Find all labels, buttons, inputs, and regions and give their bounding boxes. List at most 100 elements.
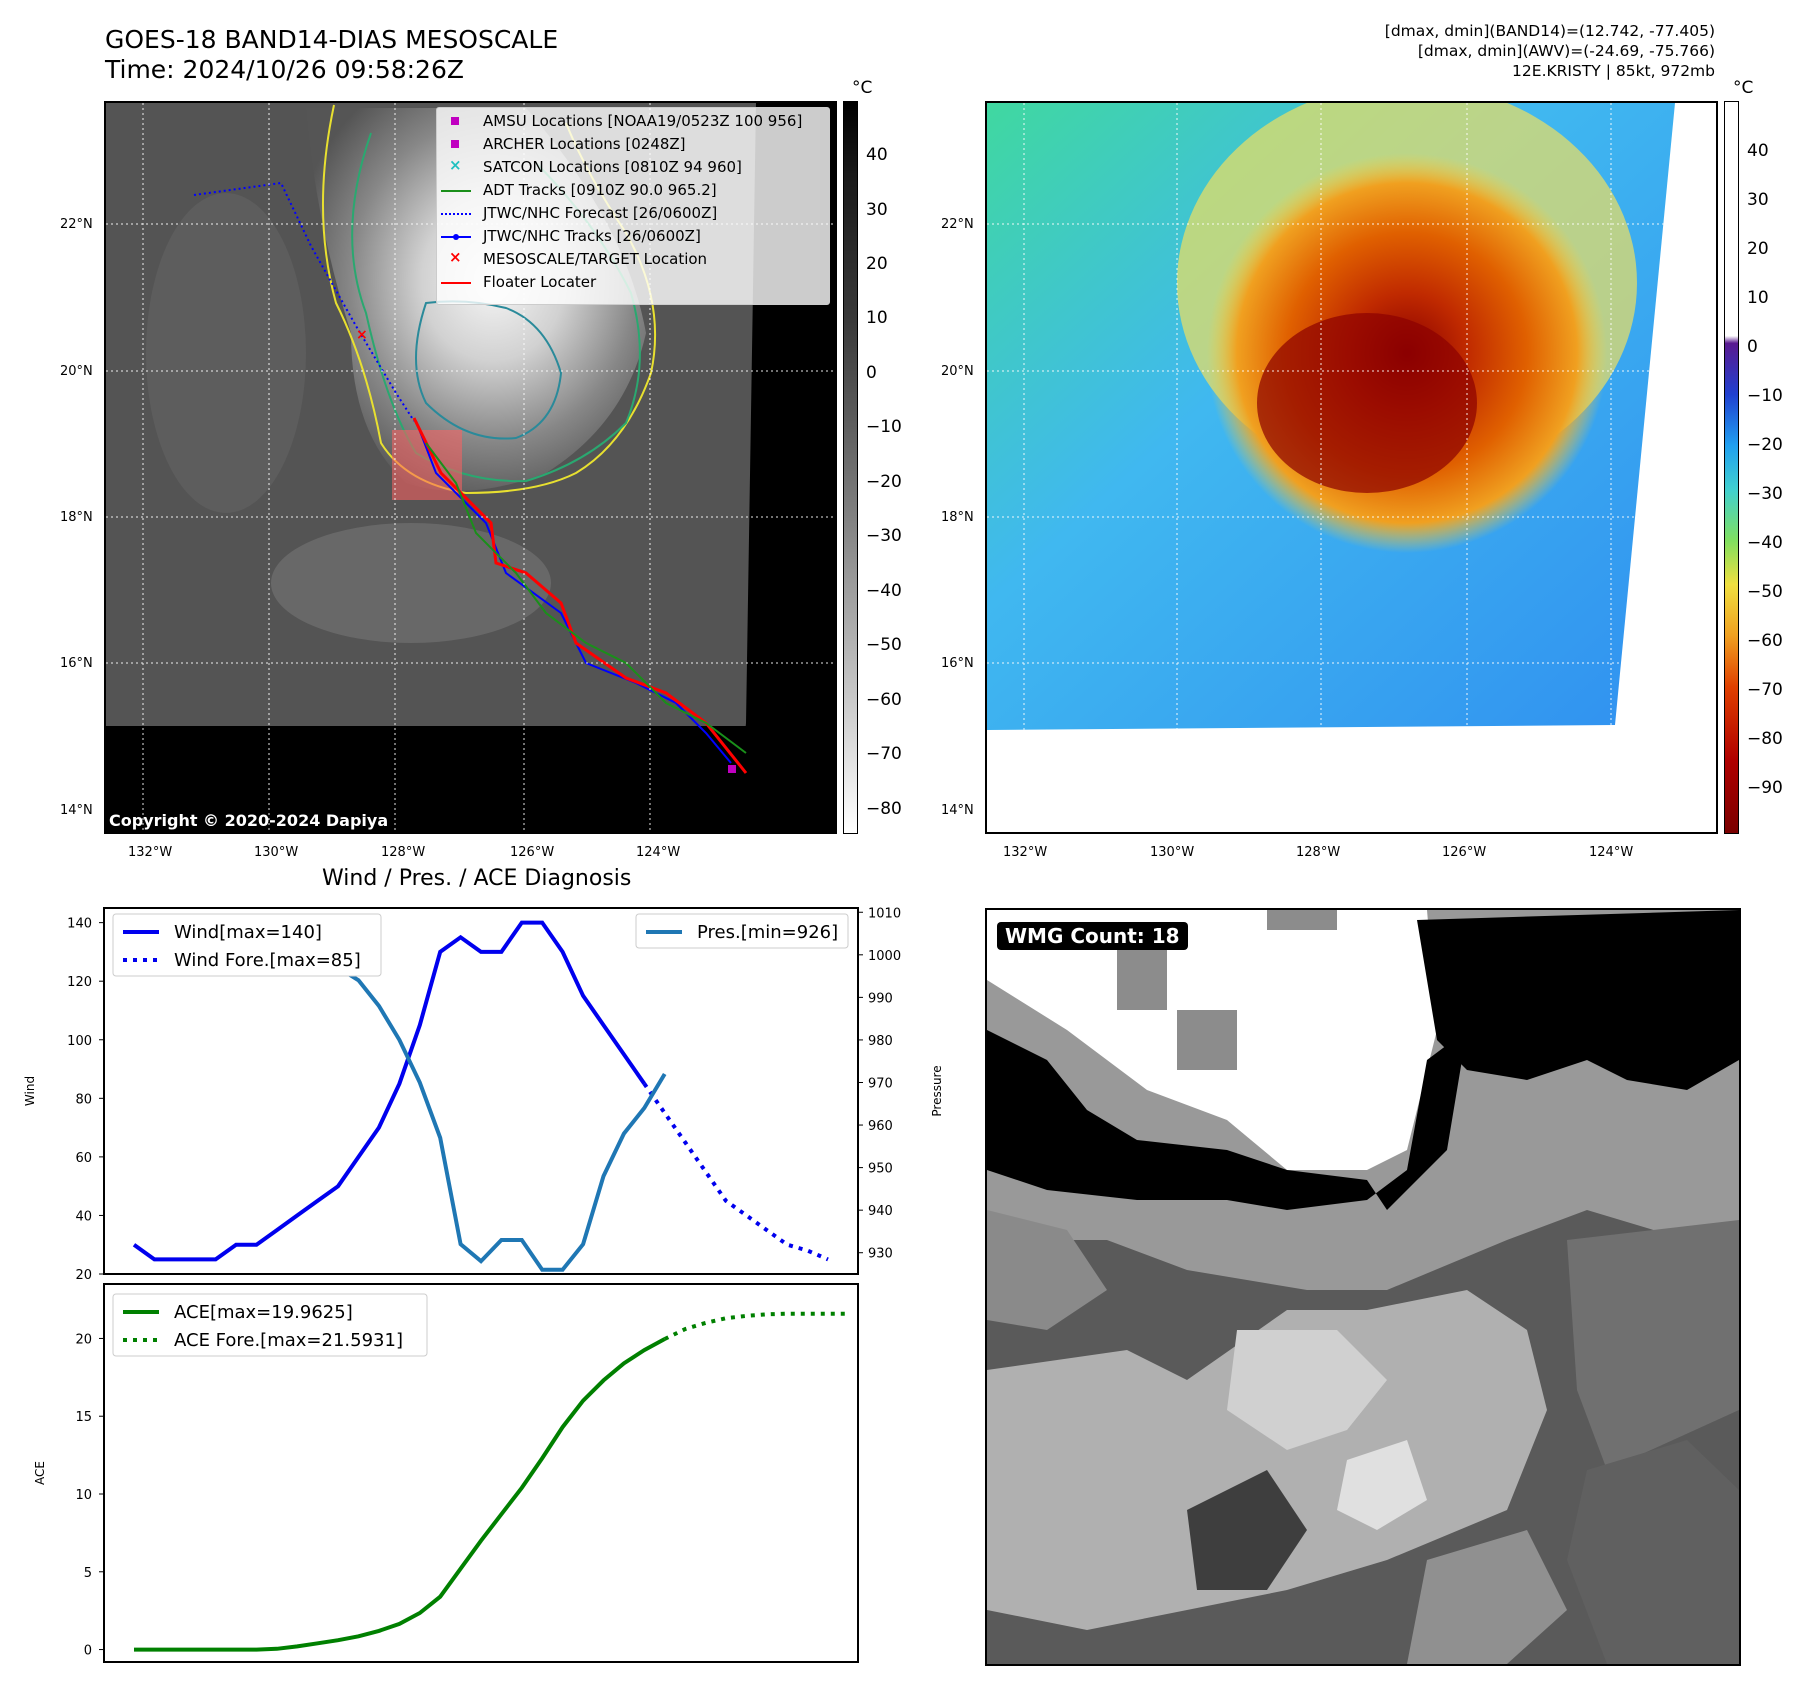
wind-series-line [132,920,646,1262]
lon-label: 128°W [1296,845,1341,860]
legend-label-wind: Wind[max=140] [174,922,322,943]
colorbar-tick: −10 [866,417,902,437]
legend-marker [451,140,459,148]
legend-item-floater: Floater Locater [437,273,829,295]
legend-marker: × [449,248,462,266]
y2-tick-label: 970 [868,1076,893,1091]
legend-label: ADT Tracks [0910Z 90.0 965.2] [483,181,717,199]
colorbar-tick: 10 [1747,288,1769,308]
colorbar-tick: −70 [866,744,902,764]
legend-item-target: × MESOSCALE/TARGET Location [437,248,829,272]
ace-forecast-series-line [663,1311,849,1341]
colorbar-tick: −80 [866,799,902,819]
colorbar-tick: −30 [866,526,902,546]
figure-time: Time: 2024/10/26 09:58:26Z [105,55,464,84]
y2-tick-label: 940 [868,1204,893,1219]
y-tick-label: 40 [75,1209,92,1224]
legend-item-amsu: AMSU Locations [NOAA19/0523Z 100 956] [437,112,829,134]
colorbar-tick: −50 [1747,582,1783,602]
legend-item-adt: ADT Tracks [0910Z 90.0 965.2] [437,181,829,203]
y-tick-label: 120 [67,975,92,990]
colorbar-tick: 30 [1747,190,1769,210]
legend-marker: × [449,156,462,174]
y-tick-label: 60 [75,1151,92,1166]
wind-legend-box [112,913,382,977]
colorbar-tick: −30 [1747,484,1783,504]
lon-label: 128°W [381,845,426,860]
y2-axis-label: Pressure [930,1065,944,1116]
y-tick-label: 5 [84,1566,92,1581]
info-awv-range: [dmax, dmin](AWV)=(-24.69, -75.766) [1417,42,1715,60]
colorbar-tick: 0 [866,363,877,383]
colorbar-tick: 40 [866,145,888,165]
svg-text:×: × [356,327,368,343]
awv-colorbar [1724,101,1739,834]
colorbar-tick: −40 [1747,533,1783,553]
lat-label: 14°N [60,803,93,818]
wmg-image [987,910,1739,1664]
legend-label: Floater Locater [483,273,597,291]
legend-marker [451,117,459,125]
info-storm: 12E.KRISTY | 85kt, 972mb [1512,62,1715,80]
colorbar-tick: 20 [866,254,888,274]
legend-item-archer: ARCHER Locations [0248Z] [437,135,829,157]
legend-label-ace-forecast: ACE Fore.[max=21.5931] [174,1330,403,1351]
awv-map-image [987,103,1716,832]
colorbar-tick: −80 [1747,729,1783,749]
legend-label: JTWC/NHC Tracks [26/0600Z] [483,227,701,245]
wmg-count-text: WMG Count: 18 [1005,924,1180,948]
legend-label: SATCON Locations [0810Z 94 960] [483,158,742,176]
legend-label-wind-forecast: Wind Fore.[max=85] [174,950,361,971]
colorbar-tick: 30 [866,200,888,220]
legend-item-forecast: JTWC/NHC Forecast [26/0600Z] [437,204,829,226]
ace-chart: 20 15 10 5 0 ACE ACE[max=19.9625] ACE Fore.[max… [33,1283,859,1663]
lon-label: 132°W [1003,845,1048,860]
y2-tick-label: 1010 [868,906,901,921]
legend-label: MESOSCALE/TARGET Location [483,250,708,268]
colorbar-tick: −20 [866,472,902,492]
legend-marker [441,282,471,284]
legend-label-pressure: Pres.[min=926] [697,922,838,943]
y-tick-label: 10 [75,1488,92,1503]
lon-label: 130°W [1150,845,1195,860]
ir-colorbar-unit: °C [852,78,873,98]
pressure-legend-box [635,913,849,949]
colorbar-tick: −20 [1747,435,1783,455]
legend-marker [441,213,471,215]
lat-label: 18°N [60,510,93,525]
legend-label-ace: ACE[max=19.9625] [174,1302,353,1323]
awv-map-panel [985,101,1718,834]
y-tick-label: 20 [75,1268,92,1283]
wmg-panel: WMG Count: 18 [985,908,1741,1666]
y2-tick-label: 930 [868,1247,893,1262]
lat-label: 20°N [60,364,93,379]
lon-label: 124°W [1589,845,1634,860]
lon-label: 124°W [636,845,681,860]
y2-tick-label: 960 [868,1119,893,1134]
y-axis-label: Wind [23,1076,37,1106]
ir-map-legend: AMSU Locations [NOAA19/0523Z 100 956] AR… [436,107,830,305]
lon-label: 126°W [510,845,555,860]
colorbar-tick: −40 [866,581,902,601]
info-band14-range: [dmax, dmin](BAND14)=(12.742, -77.405) [1384,22,1715,40]
colorbar-tick: 20 [1747,239,1769,259]
colorbar-tick: −60 [866,690,902,710]
wind-pressure-chart: 140 120 100 80 60 40 20 1010 1000 990 980 970 960 950… [23,906,944,1283]
y2-tick-label: 950 [868,1162,893,1177]
legend-item-satcon: × SATCON Locations [0810Z 94 960] [437,156,829,180]
copyright-text: Copyright © 2020-2024 Dapiya [109,811,389,830]
lon-label: 130°W [254,845,299,860]
y-tick-label: 20 [75,1332,92,1347]
legend-marker [441,190,471,192]
ace-series-line [134,1337,666,1652]
y2-tick-label: 980 [868,1034,893,1049]
y2-tick-label: 1000 [868,949,901,964]
colorbar-tick: −10 [1747,386,1783,406]
wmg-count-badge: WMG Count: 18 [997,922,1188,950]
legend-label: JTWC/NHC Forecast [26/0600Z] [483,204,718,222]
colorbar-tick: −90 [1747,778,1783,798]
ir-map-panel: × AMSU Locations [NOAA19/0523Z 100 956] … [104,101,837,834]
lat-label: 22°N [60,217,93,232]
diagnosis-chart-title: Wind / Pres. / ACE Diagnosis [322,866,632,891]
lon-label: 132°W [128,845,173,860]
